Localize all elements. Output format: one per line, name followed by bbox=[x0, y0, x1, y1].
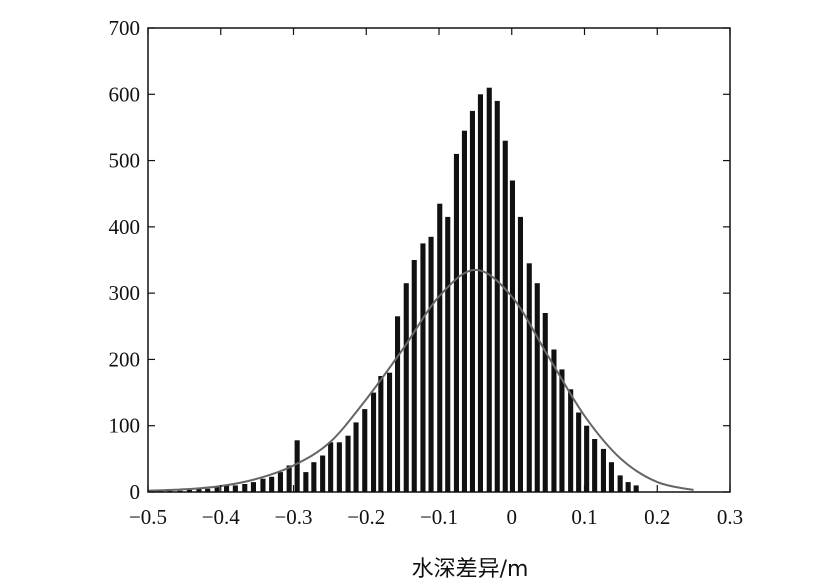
histogram-bar bbox=[277, 472, 283, 492]
histogram-bar bbox=[395, 316, 401, 492]
x-tick-label: −0.3 bbox=[274, 505, 312, 529]
histogram-bar bbox=[311, 462, 317, 492]
histogram-bar bbox=[378, 376, 384, 492]
histogram-bar bbox=[517, 216, 523, 492]
x-tick-label: 0.1 bbox=[571, 505, 597, 529]
histogram-bar bbox=[584, 425, 590, 492]
histogram-bar bbox=[461, 130, 467, 492]
y-tick-label: 100 bbox=[109, 414, 141, 438]
histogram-bar bbox=[186, 490, 192, 492]
histogram-bar bbox=[486, 87, 492, 492]
y-tick-label: 500 bbox=[109, 149, 141, 173]
histogram-bar bbox=[387, 372, 393, 492]
histogram-bar bbox=[509, 180, 515, 492]
histogram-bar bbox=[445, 216, 451, 492]
histogram-bar bbox=[371, 392, 377, 492]
histogram-bar bbox=[411, 260, 417, 492]
x-tick-label: −0.4 bbox=[202, 505, 241, 529]
histogram-bar bbox=[625, 482, 631, 492]
x-tick-label: 0.2 bbox=[644, 505, 670, 529]
histogram-bar bbox=[600, 448, 606, 492]
histogram-bar bbox=[633, 485, 639, 492]
histogram-bar bbox=[453, 153, 459, 492]
histogram-bar bbox=[205, 488, 211, 492]
histogram-bar bbox=[420, 243, 426, 492]
histogram-bar bbox=[214, 486, 220, 492]
histogram-bar bbox=[608, 462, 614, 492]
fit-curve-group bbox=[147, 268, 694, 492]
histogram-bar bbox=[232, 485, 238, 492]
histogram-bar bbox=[469, 110, 475, 493]
histogram-bar bbox=[328, 442, 334, 492]
histogram-bar bbox=[242, 484, 248, 492]
bars-group bbox=[157, 87, 639, 493]
histogram-bar bbox=[494, 100, 500, 493]
histogram-bar bbox=[260, 478, 266, 492]
y-tick-label: 400 bbox=[109, 215, 141, 239]
normal-fit-curve bbox=[147, 268, 694, 492]
histogram-bar bbox=[526, 263, 532, 492]
histogram-bar bbox=[576, 412, 582, 492]
x-axis-title: 水深差异/m bbox=[412, 557, 529, 582]
histogram-bar bbox=[269, 476, 275, 492]
histogram-bar bbox=[294, 440, 300, 492]
x-tick-label: −0.1 bbox=[420, 505, 458, 529]
histogram-bar bbox=[320, 455, 326, 492]
y-tick-label: 700 bbox=[109, 16, 141, 40]
histogram-bar bbox=[362, 409, 368, 492]
histogram-bar bbox=[286, 465, 292, 492]
histogram-bar bbox=[336, 442, 342, 492]
histogram-bar bbox=[303, 472, 309, 492]
histogram-bar bbox=[428, 236, 434, 492]
histogram-bar bbox=[502, 140, 508, 492]
histogram-bar bbox=[592, 439, 598, 492]
y-tick-label: 200 bbox=[109, 347, 141, 371]
x-tick-label: −0.5 bbox=[129, 505, 167, 529]
y-ticks-group: 0 100 200 300 400 500 600 700 bbox=[109, 16, 730, 504]
x-tick-label: 0.3 bbox=[717, 505, 743, 529]
histogram-bar bbox=[568, 389, 574, 492]
y-tick-label: 300 bbox=[109, 281, 141, 305]
y-tick-label: 600 bbox=[109, 82, 141, 106]
histogram-bar bbox=[559, 369, 565, 492]
histogram-bar bbox=[224, 485, 230, 492]
x-tick-label: 0 bbox=[507, 505, 518, 529]
histogram-bar bbox=[403, 283, 409, 492]
histogram-bar bbox=[250, 482, 256, 492]
histogram-bar bbox=[437, 203, 443, 492]
x-ticks-group: −0.5 −0.4 −0.3 −0.2 −0.1 0 0.1 0.2 0.3 bbox=[129, 28, 743, 529]
histogram-bar bbox=[196, 488, 202, 492]
histogram-bar bbox=[617, 475, 623, 492]
histogram-bar bbox=[477, 94, 483, 493]
histogram-bar bbox=[551, 349, 557, 492]
y-tick-label: 0 bbox=[130, 480, 141, 504]
histogram-bar bbox=[534, 283, 540, 492]
histogram-bar bbox=[542, 313, 548, 492]
histogram-bar bbox=[353, 422, 359, 492]
histogram-bar bbox=[345, 435, 351, 492]
x-tick-label: −0.2 bbox=[347, 505, 385, 529]
